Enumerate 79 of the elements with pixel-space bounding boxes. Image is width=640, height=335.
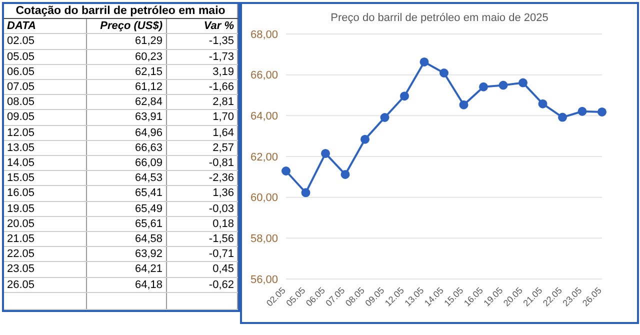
point <box>440 68 448 78</box>
point <box>479 82 488 92</box>
data-label: 1,36 <box>166 186 238 202</box>
data-label: -0,62 <box>166 277 238 292</box>
data-label: 1,70 <box>166 110 238 126</box>
data-label: -1,35 <box>166 34 238 50</box>
category-label: 21.05 <box>4 232 86 247</box>
data-label: 2,57 <box>166 140 238 156</box>
point <box>459 100 468 110</box>
text: Var % <box>166 18 238 34</box>
data-label: 62,15 <box>86 64 166 80</box>
point <box>360 134 370 144</box>
point <box>380 113 390 122</box>
category-label: 05.05 <box>4 49 86 64</box>
y-tick-label: 58,00 <box>250 233 278 246</box>
data-label: 61,29 <box>86 34 166 50</box>
y-tick-label: 66,00 <box>250 70 278 82</box>
point <box>301 188 310 198</box>
point <box>498 80 508 90</box>
data-label: 61,12 <box>86 80 166 95</box>
category-label: 14.05 <box>4 156 86 171</box>
point <box>558 112 567 122</box>
point <box>578 106 587 116</box>
point <box>321 148 330 158</box>
data-label: -0,71 <box>166 246 238 262</box>
point <box>340 170 350 179</box>
point <box>538 99 548 108</box>
category-label: 16.05 <box>4 186 86 202</box>
y-tick-label: 68,00 <box>250 28 278 41</box>
data-label: 64,21 <box>86 262 166 278</box>
data-label: 0,45 <box>166 262 238 278</box>
y-tick-label: 62,00 <box>250 151 278 164</box>
data-label: 64,96 <box>86 125 166 140</box>
data-label: -2,36 <box>166 170 238 186</box>
data-label: -1,56 <box>166 232 238 247</box>
data-label: 1,64 <box>166 125 238 140</box>
data-label: 65,61 <box>86 216 166 232</box>
series-label: Preço (US$) <box>86 18 166 34</box>
data-label: 64,58 <box>86 232 166 247</box>
y-tick-label: 64,00 <box>250 110 278 123</box>
data-label: 64,53 <box>86 170 166 186</box>
data-label: 3,19 <box>166 64 238 80</box>
text: Cotação do barril de petróleo em maio <box>4 4 238 19</box>
category-label: 23.05 <box>4 262 86 278</box>
y-tick-label: 60,00 <box>250 192 278 204</box>
point <box>282 166 290 176</box>
point <box>518 78 528 88</box>
category-label: 06.05 <box>4 64 86 80</box>
category-label: 15.05 <box>4 170 86 186</box>
data-label: 63,91 <box>86 110 166 126</box>
category-label: 20.05 <box>4 216 86 232</box>
category-label: 07.05 <box>4 80 86 95</box>
data-label: 64,18 <box>86 277 166 292</box>
data-label: -0,03 <box>166 201 238 216</box>
point <box>598 107 606 116</box>
category-label: 13.05 <box>4 140 86 156</box>
category-label: 02.05 <box>4 34 86 50</box>
point <box>420 57 429 66</box>
data-label: -1,73 <box>166 49 238 64</box>
category-label: 08.05 <box>4 94 86 110</box>
category-label: 12.05 <box>4 125 86 140</box>
data-label: -0,81 <box>166 156 238 171</box>
text: DATA <box>4 18 86 34</box>
data-label: 65,41 <box>86 186 166 202</box>
data-label: 62,84 <box>86 94 166 110</box>
data-label: 0,18 <box>166 216 238 232</box>
data-label: -1,66 <box>166 80 238 95</box>
y-tick-label: 56,00 <box>250 274 278 286</box>
data-label: 66,63 <box>86 140 166 156</box>
data-label: 65,49 <box>86 201 166 216</box>
chart-title: Preço do barril de petróleo em maio de 2025 <box>330 12 550 24</box>
data-label: 63,92 <box>86 246 166 262</box>
data-label: 66,09 <box>86 156 166 171</box>
data-label: 60,23 <box>86 49 166 64</box>
data-label: 2,81 <box>166 94 238 110</box>
category-label: 09.05 <box>4 110 86 126</box>
point <box>400 92 409 101</box>
category-label: 19.05 <box>4 201 86 216</box>
category-label: 22.05 <box>4 246 86 262</box>
